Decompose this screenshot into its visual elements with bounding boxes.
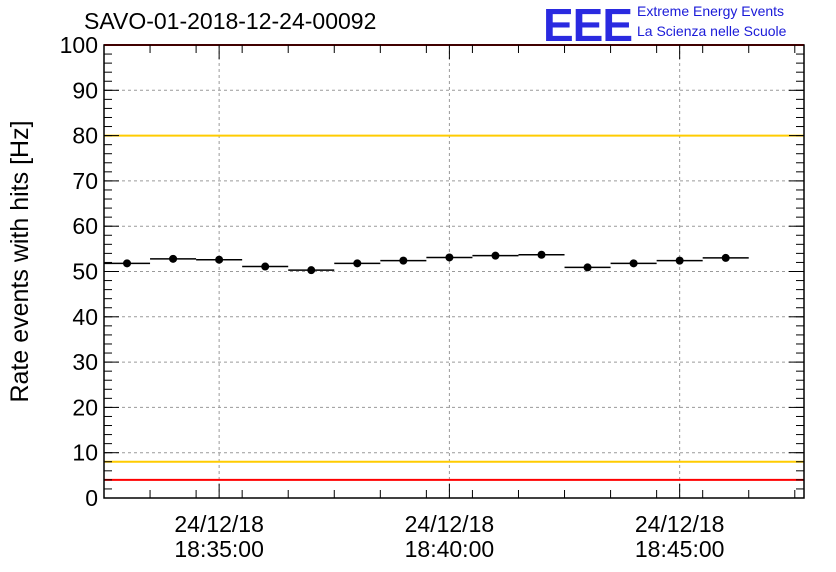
data-point	[353, 259, 362, 268]
y-tick-label: 70	[72, 168, 98, 194]
y-tick-label: 50	[72, 259, 98, 285]
data-points	[104, 250, 749, 275]
data-point	[583, 263, 592, 272]
data-point	[537, 250, 546, 259]
y-tick-label: 60	[72, 213, 98, 239]
data-point	[675, 256, 684, 265]
y-tick-label: 20	[72, 394, 98, 420]
grid-lines	[104, 45, 804, 498]
logo-line-2: La Scienza nelle Scuole	[637, 23, 787, 39]
eee-logo: EEE	[543, 0, 633, 51]
reference-lines	[104, 44, 804, 481]
logo-line-1: Extreme Energy Events	[637, 3, 785, 19]
data-point	[629, 259, 638, 268]
data-point	[721, 253, 730, 262]
y-tick-label: 30	[72, 349, 98, 375]
x-tick-labels: 24/12/1818:35:0024/12/1818:40:0024/12/18…	[174, 511, 724, 562]
data-point	[215, 255, 224, 264]
data-point	[307, 266, 316, 275]
data-point	[445, 253, 454, 262]
y-tick-label: 90	[72, 77, 98, 103]
x-tick-label-date: 24/12/18	[174, 511, 264, 537]
y-tick-label: 80	[72, 123, 98, 149]
chart-title: SAVO-01-2018-12-24-00092	[84, 8, 377, 34]
x-tick-label-time: 18:45:00	[635, 536, 725, 562]
x-tick-label-date: 24/12/18	[635, 511, 725, 537]
data-point	[399, 256, 408, 265]
x-tick-label-time: 18:35:00	[174, 536, 264, 562]
plot-frame	[103, 44, 805, 499]
y-tick-label: 100	[60, 32, 98, 58]
x-tick-label-time: 18:40:00	[405, 536, 495, 562]
y-tick-labels: 0 10 20 30 40 50 60 70 80 90 100	[60, 32, 98, 511]
x-tick-label-date: 24/12/18	[405, 511, 495, 537]
y-tick-label: 10	[72, 440, 98, 466]
y-tick-label: 0	[85, 485, 98, 511]
data-point	[169, 254, 178, 263]
data-point	[491, 251, 500, 260]
y-tick-label: 40	[72, 304, 98, 330]
data-point	[261, 262, 270, 271]
y-axis-label: Rate events with hits [Hz]	[6, 120, 34, 402]
data-point	[123, 259, 132, 268]
